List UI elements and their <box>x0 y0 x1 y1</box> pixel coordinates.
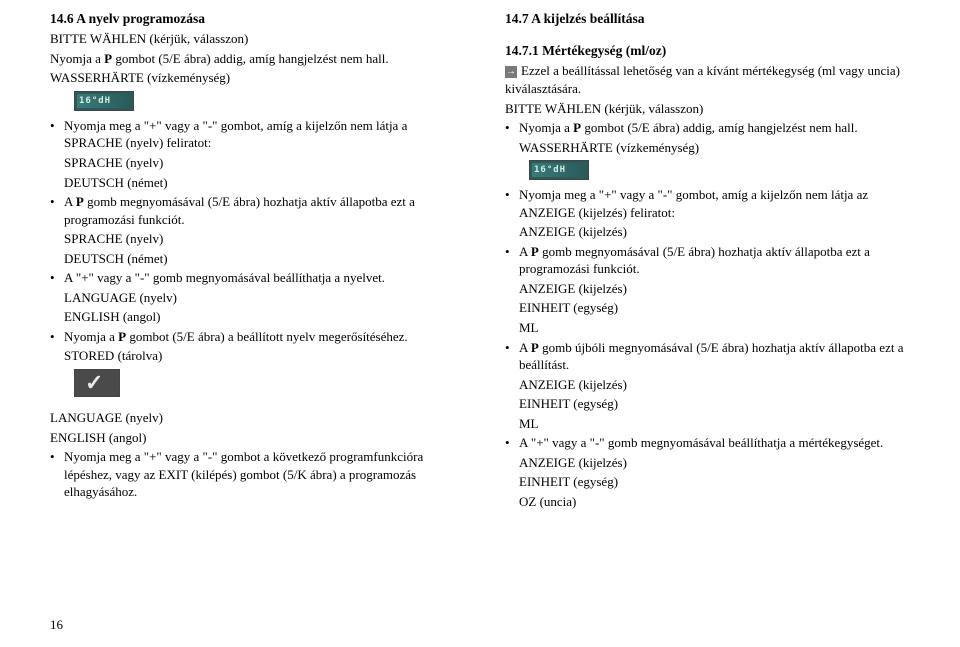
bold-p: P <box>531 340 539 355</box>
text-fragment: Nyomja a <box>519 120 573 135</box>
text-line: DEUTSCH (német) <box>64 250 465 268</box>
text-line: BITTE WÄHLEN (kérjük, válasszon) <box>50 30 465 48</box>
text-fragment: gombot (5/E ábra) addig, amíg hangjelzés… <box>581 120 858 135</box>
text-line: WASSERHÄRTE (vízkeménység) <box>50 69 465 87</box>
page-container: 14.6 A nyelv programozása BITTE WÄHLEN (… <box>0 0 960 522</box>
bullet-list: Nyomja meg a "+" vagy a "-" gombot, amíg… <box>505 186 920 510</box>
bold-p: P <box>76 194 84 209</box>
bullet-item: A P gomb megnyomásával (5/E ábra) hozhat… <box>50 193 465 267</box>
text-line: ENGLISH (angol) <box>50 429 465 447</box>
text-line: Nyomja a P gombot (5/E ábra) addig, amíg… <box>50 50 465 68</box>
bullet-item: A P gomb megnyomásával (5/E ábra) hozhat… <box>505 243 920 337</box>
text-line: DEUTSCH (német) <box>64 174 465 192</box>
text-fragment: gomb újbóli megnyomásával (5/E ábra) hoz… <box>519 340 903 373</box>
text-line: LANGUAGE (nyelv) <box>64 289 465 307</box>
text-line: ANZEIGE (kijelzés) <box>519 223 920 241</box>
text-fragment: Nyomja a <box>64 329 118 344</box>
bold-p: P <box>118 329 126 344</box>
text-line: OZ (uncia) <box>519 493 920 511</box>
text-fragment: gomb megnyomásával (5/E ábra) hozhatja a… <box>64 194 415 227</box>
text-line: ANZEIGE (kijelzés) <box>519 280 920 298</box>
text-line: SPRACHE (nyelv) <box>64 230 465 248</box>
bullet-text: Nyomja meg a "+" vagy a "-" gombot a köv… <box>64 449 423 499</box>
bullet-item: Nyomja meg a "+" vagy a "-" gombot, amíg… <box>505 186 920 241</box>
left-column: 14.6 A nyelv programozása BITTE WÄHLEN (… <box>50 10 465 512</box>
lcd-text: 16°dH <box>534 164 566 176</box>
text-line: ANZEIGE (kijelzés) <box>519 376 920 394</box>
bullet-text: Nyomja meg a "+" vagy a "-" gombot, amíg… <box>519 187 868 220</box>
bullet-list: Nyomja meg a "+" vagy a "-" gombot, amíg… <box>50 117 465 365</box>
spacer <box>505 30 920 42</box>
text-line: EINHEIT (egység) <box>519 395 920 413</box>
page-number: 16 <box>50 617 63 633</box>
bullet-item: Nyomja a P gombot (5/E ábra) addig, amíg… <box>505 119 920 156</box>
lcd-display-icon: 16°dH <box>529 160 589 180</box>
text-fragment: Nyomja a <box>50 51 104 66</box>
bullet-text: A "+" vagy a "-" gomb megnyomásával beál… <box>519 435 883 450</box>
right-column: 14.7 A kijelzés beállítása 14.7.1 Mérték… <box>505 10 920 512</box>
bullet-item: Nyomja a P gombot (5/E ábra) a beállítot… <box>50 328 465 365</box>
bullet-item: A "+" vagy a "-" gomb megnyomásával beál… <box>505 434 920 510</box>
bullet-item: A P gomb újbóli megnyomásával (5/E ábra)… <box>505 339 920 433</box>
heading-14-7: 14.7 A kijelzés beállítása <box>505 10 920 28</box>
text-line: SPRACHE (nyelv) <box>64 154 465 172</box>
bullet-item: Nyomja meg a "+" vagy a "-" gombot, amíg… <box>50 117 465 191</box>
checkmark-icon <box>74 369 120 397</box>
text-line: BITTE WÄHLEN (kérjük, válasszon) <box>505 100 920 118</box>
text-line: ML <box>519 415 920 433</box>
bullet-text: A "+" vagy a "-" gomb megnyomásával beál… <box>64 270 385 285</box>
text-line: EINHEIT (egység) <box>519 473 920 491</box>
bullet-list: Nyomja a P gombot (5/E ábra) addig, amíg… <box>505 119 920 156</box>
text-fragment: A <box>519 340 531 355</box>
text-line: ML <box>519 319 920 337</box>
bold-p: P <box>531 244 539 259</box>
text-line: ENGLISH (angol) <box>64 308 465 326</box>
bold-p: P <box>104 51 112 66</box>
text-fragment: A <box>519 244 531 259</box>
text-fragment: gomb megnyomásával (5/E ábra) hozhatja a… <box>519 244 870 277</box>
text-line: EINHEIT (egység) <box>519 299 920 317</box>
text-line: LANGUAGE (nyelv) <box>50 409 465 427</box>
bold-p: P <box>573 120 581 135</box>
bullet-text: Nyomja meg a "+" vagy a "-" gombot, amíg… <box>64 118 407 151</box>
text-fragment: Ezzel a beállítással lehetőség van a kív… <box>505 63 900 96</box>
heading-14-6: 14.6 A nyelv programozása <box>50 10 465 28</box>
lcd-text: 16°dH <box>79 95 111 107</box>
text-line: STORED (tárolva) <box>64 347 465 365</box>
text-line: ANZEIGE (kijelzés) <box>519 454 920 472</box>
arrow-line: Ezzel a beállítással lehetőség van a kív… <box>505 62 920 97</box>
arrow-icon <box>505 66 517 78</box>
bullet-list: Nyomja meg a "+" vagy a "-" gombot a köv… <box>50 448 465 501</box>
text-fragment: A <box>64 194 76 209</box>
bullet-item: Nyomja meg a "+" vagy a "-" gombot a köv… <box>50 448 465 501</box>
bullet-item: A "+" vagy a "-" gomb megnyomásával beál… <box>50 269 465 326</box>
lcd-display-icon: 16°dH <box>74 91 134 111</box>
text-fragment: gombot (5/E ábra) a beállított nyelv meg… <box>126 329 408 344</box>
heading-14-7-1: 14.7.1 Mértékegység (ml/oz) <box>505 42 920 60</box>
text-line: WASSERHÄRTE (vízkeménység) <box>519 139 920 157</box>
text-fragment: gombot (5/E ábra) addig, amíg hangjelzés… <box>112 51 389 66</box>
